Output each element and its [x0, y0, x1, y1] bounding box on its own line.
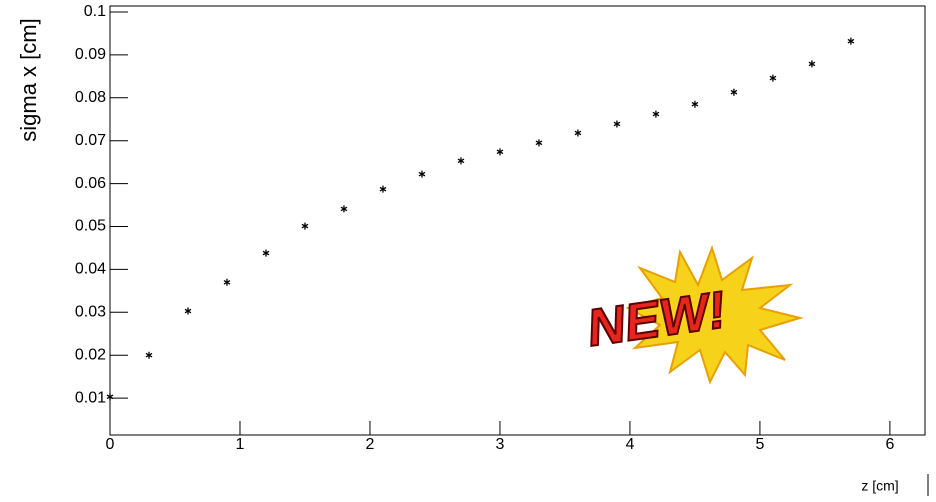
point: [574, 129, 582, 137]
x-tick-label: 6: [885, 436, 894, 453]
y-tick-label: 0.06: [75, 175, 106, 192]
y-tick-label: 0.08: [75, 89, 106, 106]
point: [613, 120, 621, 128]
point: [418, 170, 426, 178]
point: [145, 351, 153, 359]
point: [730, 88, 738, 96]
y-axis-label: sigma x [cm]: [16, 18, 41, 141]
point: [691, 100, 699, 108]
x-tick-label: 5: [755, 436, 764, 453]
point: [847, 37, 855, 45]
point: [106, 393, 114, 401]
x-tick-label: 4: [625, 436, 634, 453]
y-tick-label: 0.03: [75, 304, 106, 321]
plot-frame: [109, 5, 926, 436]
point: [652, 110, 660, 118]
y-tick-label: 0.05: [75, 218, 106, 235]
point: [184, 307, 192, 315]
y-tick-label: 0.09: [75, 46, 106, 63]
point: [808, 60, 816, 68]
point: [496, 148, 504, 156]
y-tick-label: 0.1: [84, 3, 106, 20]
point: [379, 185, 387, 193]
point: [535, 139, 543, 147]
point: [223, 278, 231, 286]
x-tick-label: 0: [106, 436, 115, 453]
starburst: [625, 244, 804, 385]
y-tick-label: 0.01: [75, 389, 106, 406]
point: [769, 74, 777, 82]
y-tick-label: 0.04: [75, 261, 106, 278]
y-tick-label: 0.07: [75, 132, 106, 149]
x-tick-label: 1: [236, 436, 245, 453]
point: [457, 157, 465, 165]
x-axis-label: z [cm]: [861, 478, 898, 494]
x-tick-label: 3: [495, 436, 504, 453]
y-tick-label: 0.02: [75, 346, 106, 363]
point: [301, 222, 309, 230]
point: [262, 249, 270, 257]
new-badge: NEW!: [586, 244, 804, 385]
point: [340, 205, 348, 213]
x-tick-label: 2: [366, 436, 375, 453]
